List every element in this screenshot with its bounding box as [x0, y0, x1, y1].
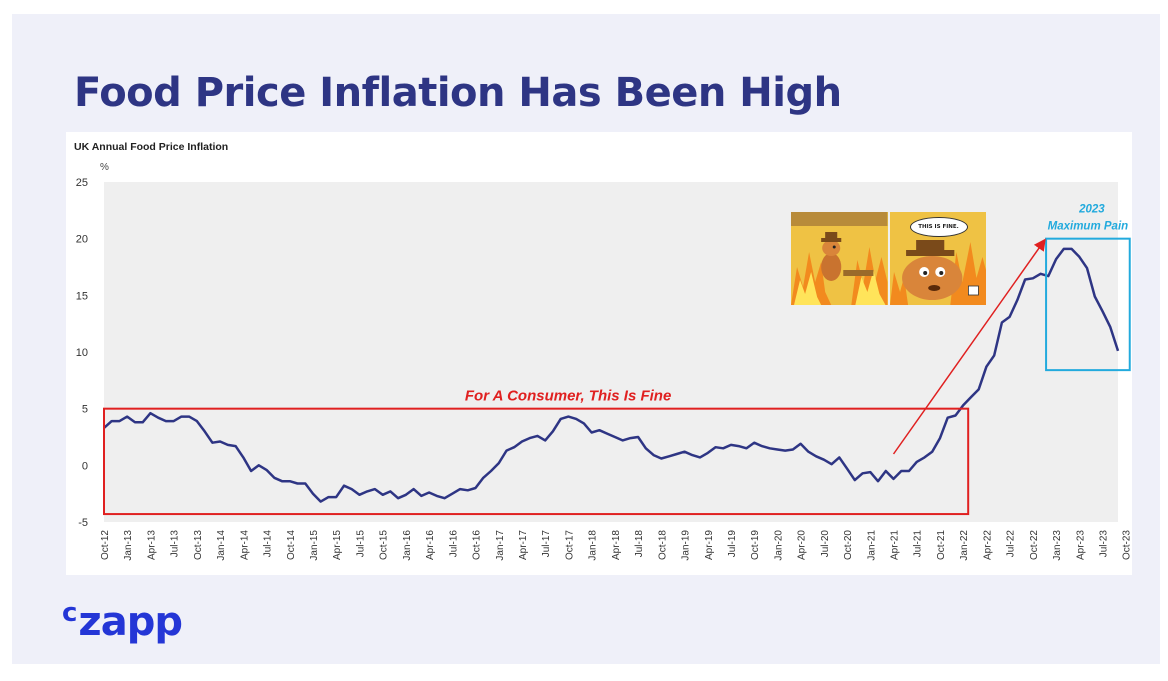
maximum-pain-year: 2023 [1078, 204, 1105, 216]
x-tick-label: Jan-16 [402, 530, 413, 561]
x-tick-label: Jan-19 [681, 530, 692, 561]
x-tick-label: Jul-14 [263, 530, 274, 558]
slide-title: Food Price Inflation Has Been High [74, 70, 842, 116]
x-tick-label: Jul-16 [448, 530, 459, 558]
x-tick-label: Jul-22 [1006, 530, 1017, 558]
x-tick-label: Jul-20 [820, 530, 831, 558]
x-tick-label: Apr-21 [890, 530, 901, 560]
speech-bubble: THIS IS FINE. [909, 217, 968, 237]
meme-panel-left [791, 212, 888, 305]
inflation-line [103, 247, 1120, 503]
chart-panel: UK Annual Food Price Inflation % -5 0 5 10 1… [66, 132, 1132, 575]
logo-name: zapp [78, 599, 183, 645]
x-tick-label: Jan-18 [588, 530, 599, 561]
x-tick-label: Oct-16 [472, 530, 483, 560]
maximum-pain-label: Maximum Pain [1048, 221, 1129, 233]
maximum-pain-box [1045, 237, 1131, 372]
y-axis-unit: % [100, 162, 109, 173]
x-tick-label: Apr-22 [982, 530, 993, 560]
x-axis-ticks: Oct-12 Jan-13 Apr-13 Jul-13 Oct-13 Jan-14 Apr-… [100, 530, 1132, 561]
x-tick-label: Jul-18 [634, 530, 645, 558]
x-tick-label: Apr-23 [1075, 530, 1086, 560]
chart-title: UK Annual Food Price Inflation [74, 141, 228, 153]
x-tick-label: Apr-13 [146, 530, 157, 560]
x-tick-label: Apr-14 [239, 530, 250, 560]
x-tick-label: Oct-14 [286, 530, 297, 560]
x-tick-label: Oct-22 [1029, 530, 1040, 560]
x-tick-label: Jan-14 [216, 530, 227, 561]
this-is-fine-label: For A Consumer, This Is Fine [465, 388, 671, 405]
dog-in-fire-illustration [791, 212, 888, 305]
x-tick-label: Jul-21 [913, 530, 924, 558]
this-is-fine-meme: THIS IS FINE. [791, 212, 986, 305]
y-tick-label: 25 [76, 177, 88, 189]
x-tick-label: Jul-15 [355, 530, 366, 558]
y-tick-label: 0 [82, 460, 88, 472]
y-tick-label: 15 [76, 290, 88, 302]
x-tick-label: Jan-23 [1052, 530, 1063, 561]
y-tick-label: 20 [76, 234, 88, 246]
x-tick-label: Oct-20 [843, 530, 854, 560]
logo-prefix: c [62, 598, 78, 628]
x-tick-label: Apr-16 [425, 530, 436, 560]
x-tick-label: Oct-23 [1122, 530, 1132, 560]
y-axis-ticks: -5 0 5 10 15 20 25 [76, 177, 88, 529]
x-tick-label: Apr-17 [518, 530, 529, 560]
x-tick-label: Oct-19 [750, 530, 761, 560]
x-tick-label: Jul-19 [727, 530, 738, 558]
y-tick-label: 10 [76, 347, 88, 359]
x-tick-label: Oct-12 [100, 530, 111, 560]
x-tick-label: Oct-18 [657, 530, 668, 560]
this-is-fine-box [103, 407, 970, 516]
x-tick-label: Apr-20 [797, 530, 808, 560]
meme-panel-right: THIS IS FINE. [889, 212, 986, 305]
x-tick-label: Oct-13 [193, 530, 204, 560]
x-tick-label: Jul-13 [170, 530, 181, 558]
x-tick-label: Apr-15 [332, 530, 343, 560]
x-tick-label: Jan-20 [773, 530, 784, 561]
x-tick-label: Jul-17 [541, 530, 552, 558]
x-tick-label: Apr-18 [611, 530, 622, 560]
y-tick-label: 5 [82, 404, 88, 416]
x-tick-label: Oct-17 [564, 530, 575, 560]
x-tick-label: Oct-21 [936, 530, 947, 560]
x-tick-label: Jan-17 [495, 530, 506, 561]
inflation-chart: UK Annual Food Price Inflation % -5 0 5 10 1… [74, 141, 1132, 561]
x-tick-label: Jan-13 [123, 530, 134, 561]
x-tick-label: Jan-21 [866, 530, 877, 561]
czapp-logo: czapp [62, 598, 183, 645]
x-tick-label: Apr-19 [704, 530, 715, 560]
red-arrow [892, 238, 1046, 455]
x-tick-label: Jan-15 [309, 530, 320, 561]
x-tick-label: Jul-23 [1099, 530, 1110, 558]
y-tick-label: -5 [78, 517, 88, 529]
x-tick-label: Jan-22 [959, 530, 970, 561]
x-tick-label: Oct-15 [379, 530, 390, 560]
